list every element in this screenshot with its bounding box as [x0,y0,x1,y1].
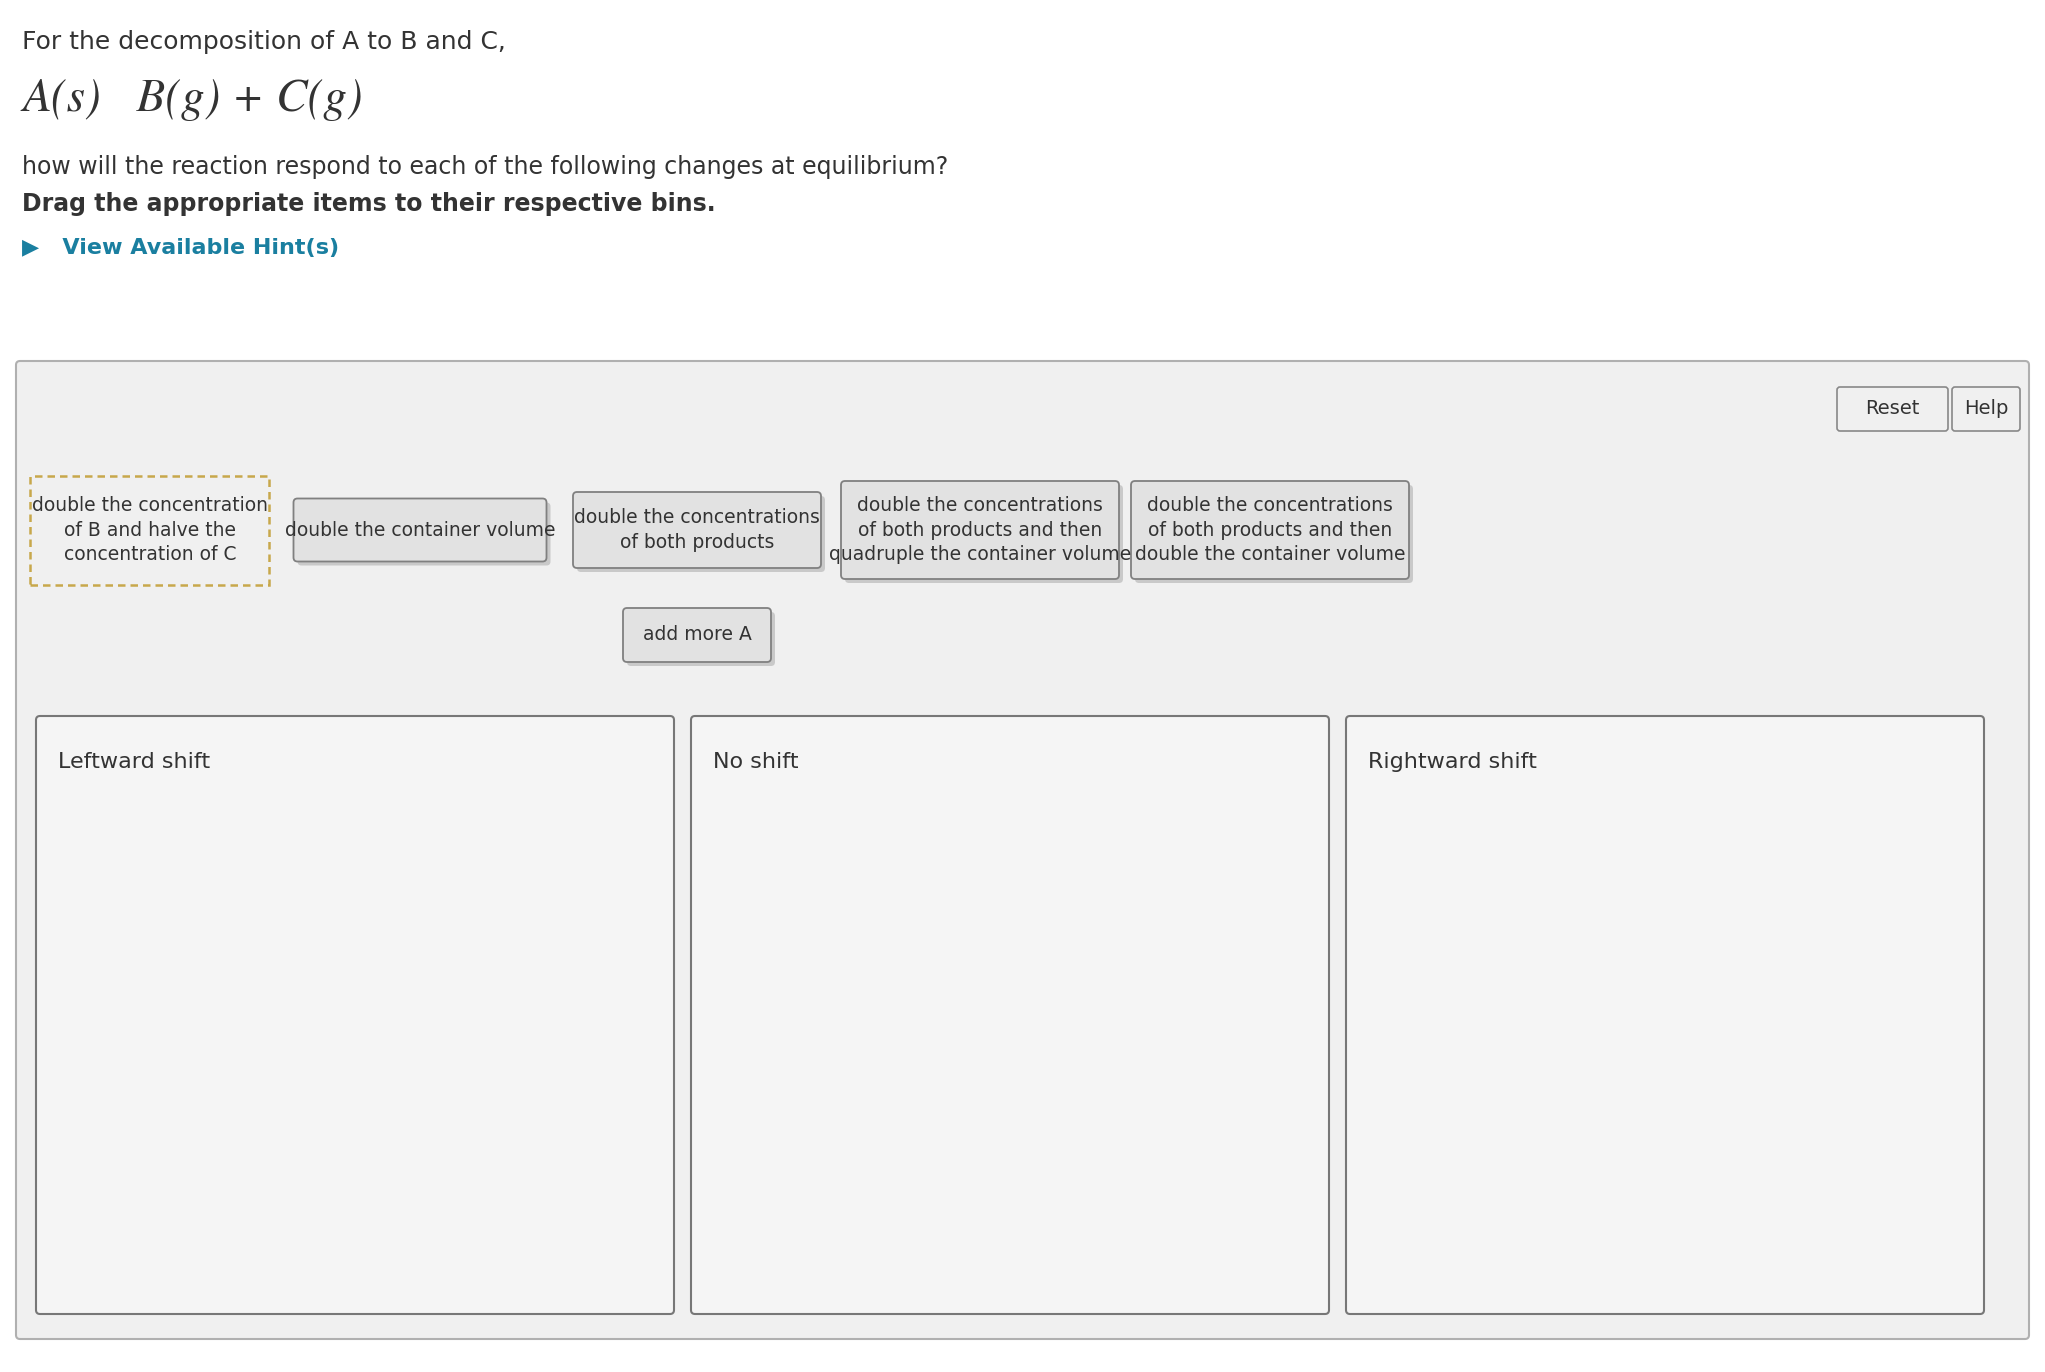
Text: how will the reaction respond to each of the following changes at equilibrium?: how will the reaction respond to each of… [22,155,949,178]
FancyBboxPatch shape [16,361,2029,1339]
Text: ▶   View Available Hint(s): ▶ View Available Hint(s) [22,237,339,258]
FancyBboxPatch shape [1131,482,1409,579]
FancyBboxPatch shape [294,498,546,561]
Text: add more A: add more A [642,626,751,645]
Text: double the concentration
of B and halve the
concentration of C: double the concentration of B and halve … [33,497,268,564]
Text: Drag the appropriate items to their respective bins.: Drag the appropriate items to their resp… [22,192,716,215]
FancyBboxPatch shape [840,482,1119,579]
Text: No shift: No shift [714,752,798,772]
FancyBboxPatch shape [573,493,820,568]
Text: Help: Help [1963,399,2008,418]
FancyBboxPatch shape [31,476,270,584]
Text: Leftward shift: Leftward shift [57,752,211,772]
FancyBboxPatch shape [37,716,675,1314]
Text: double the concentrations
of both products and then
double the container volume: double the concentrations of both produc… [1135,497,1405,564]
FancyBboxPatch shape [1836,387,1949,431]
Text: A(s) ⇌ B(g) + C(g): A(s) ⇌ B(g) + C(g) [22,78,362,121]
Text: Reset: Reset [1865,399,1920,418]
FancyBboxPatch shape [624,608,771,663]
FancyBboxPatch shape [577,497,824,572]
FancyBboxPatch shape [1953,387,2020,431]
Text: For the decomposition of A to B and C,: For the decomposition of A to B and C, [22,30,505,54]
FancyBboxPatch shape [297,502,550,565]
Text: Rightward shift: Rightward shift [1368,752,1538,772]
Text: double the concentrations
of both products and then
quadruple the container volu: double the concentrations of both produc… [828,497,1131,564]
FancyBboxPatch shape [691,716,1329,1314]
FancyBboxPatch shape [1135,484,1413,583]
FancyBboxPatch shape [845,484,1123,583]
FancyBboxPatch shape [1346,716,1984,1314]
Text: double the container volume: double the container volume [284,520,556,539]
Text: double the concentrations
of both products: double the concentrations of both produc… [575,509,820,552]
FancyBboxPatch shape [628,612,775,665]
